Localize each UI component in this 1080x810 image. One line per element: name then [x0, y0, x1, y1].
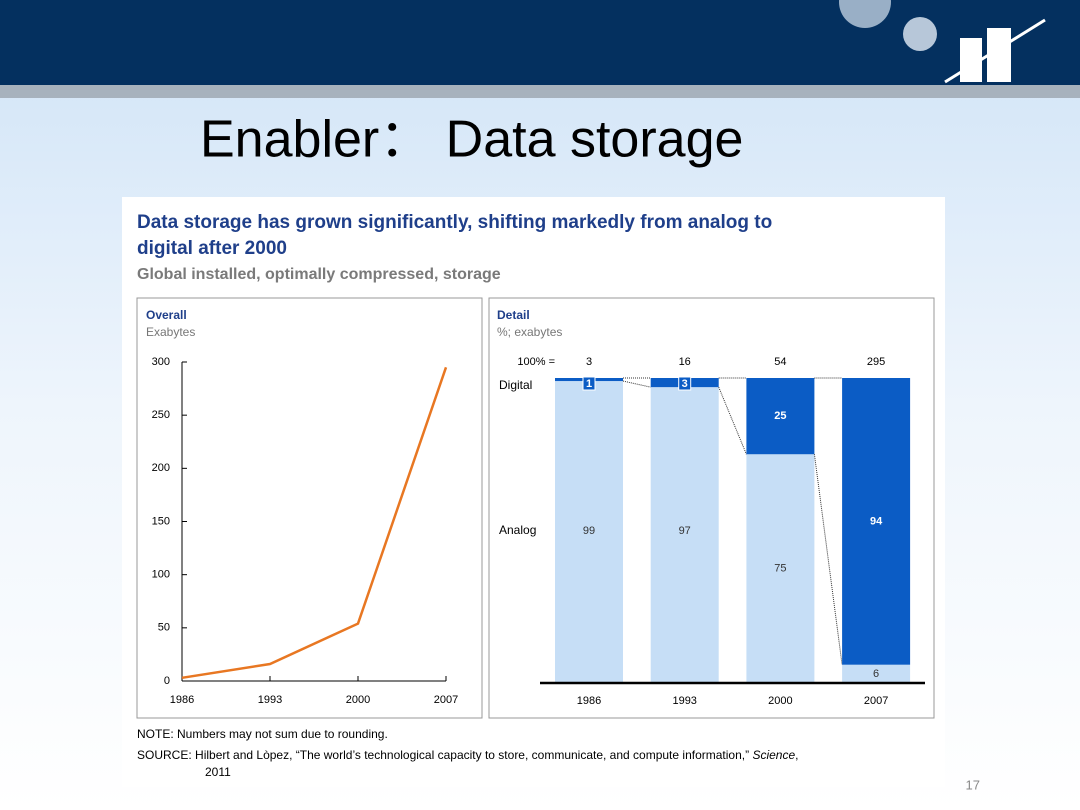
y-tick-label: 0 [164, 675, 170, 687]
y-tick-label: 100 [152, 569, 170, 581]
data-label: 99 [583, 525, 595, 537]
data-label: 97 [679, 525, 691, 537]
x-tick-label: 2007 [434, 694, 458, 706]
x-tick-label: 1986 [170, 694, 194, 706]
data-label: 25 [774, 410, 786, 422]
bar-segment [746, 378, 815, 455]
x-tick-label: 1993 [672, 695, 696, 707]
connector [813, 454, 843, 665]
headline: Data storage has grown significantly, sh… [137, 212, 772, 259]
chart-frame [488, 297, 935, 719]
connector [622, 380, 651, 388]
header-band [0, 0, 1080, 85]
total-label: 100% = [517, 356, 555, 368]
bubble [839, 0, 891, 28]
bar-segment [746, 454, 815, 683]
bar-segment [842, 664, 911, 683]
data-label: 1 [586, 378, 592, 390]
panel [122, 197, 945, 787]
y-tick-label: 200 [152, 462, 170, 474]
slide-title: Enabler： Data storage [200, 111, 743, 169]
x-tick-label: 2007 [864, 695, 888, 707]
data-label: 94 [870, 515, 883, 527]
total: 54 [774, 356, 786, 368]
bubble [903, 17, 937, 51]
label-box [582, 376, 596, 391]
note: NOTE: Numbers may not sum due to roundin… [137, 727, 388, 741]
series-label: Digital [499, 378, 532, 392]
bar-segment [650, 387, 719, 683]
line [181, 366, 448, 680]
building-icon [944, 18, 1046, 84]
y-tick-label: 300 [152, 356, 170, 368]
data-label: 3 [682, 378, 688, 390]
chart-title: Overall [146, 308, 187, 322]
y-tick-label: 150 [152, 515, 170, 527]
label-box [678, 376, 692, 391]
series-label: Analog [499, 523, 536, 537]
connector [718, 386, 747, 455]
x-tick-label: 2000 [346, 694, 370, 706]
x-tick-label: 1993 [258, 694, 282, 706]
total: 16 [679, 356, 691, 368]
total: 3 [586, 356, 592, 368]
y-tick-label: 50 [158, 622, 170, 634]
bar-segment [842, 378, 911, 665]
source-year: 2011 [205, 765, 231, 779]
chart-subtitle: %; exabytes [497, 325, 562, 339]
chart-title: Detail [497, 308, 530, 322]
chart-subtitle: Exabytes [146, 325, 195, 339]
total: 295 [867, 356, 885, 368]
bar-segment [555, 381, 623, 683]
x-tick-label: 2000 [768, 695, 792, 707]
data-label: 75 [774, 563, 786, 575]
data-label: 6 [873, 668, 879, 680]
x-tick-label: 1986 [577, 695, 601, 707]
source: SOURCE: Hilbert and Lòpez, “The world’s … [137, 748, 798, 762]
header-stripe [0, 85, 1080, 98]
slide-number: 17 [966, 777, 980, 792]
subtitle: Global installed, optimally compressed, … [137, 266, 501, 283]
y-tick-label: 250 [152, 409, 170, 421]
chart-frame [136, 297, 483, 719]
